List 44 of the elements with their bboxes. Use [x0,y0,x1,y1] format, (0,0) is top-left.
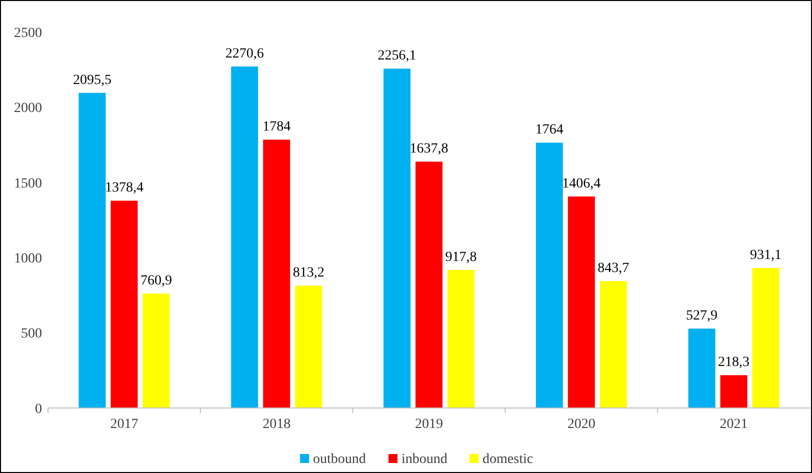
data-label: 843,7 [598,261,630,276]
data-label: 1637,8 [410,142,448,157]
bar [416,162,442,408]
y-tick-label: 500 [21,326,42,342]
data-label: 1378,4 [104,180,144,196]
bar [263,140,290,408]
legend-label: inbound [401,452,448,467]
bar [720,375,748,408]
data-label: 760,9 [140,274,172,289]
data-label: 1406,4 [562,176,601,192]
bar [142,294,170,408]
data-label: 917,8 [445,250,477,265]
x-tick-label: 2019 [415,417,443,432]
bar [536,142,563,408]
data-label: 1784 [262,120,291,135]
bar [295,286,322,408]
bar [448,270,474,408]
data-label: 2256,1 [378,48,416,64]
legend-label: outbound [313,452,366,467]
legend-label: domestic [482,452,534,467]
y-tick-label: 1000 [14,252,42,266]
x-tick-label: 2021 [720,417,748,432]
data-label: 931,1 [750,248,782,263]
y-tick-label: 2500 [14,26,42,41]
bar [110,200,138,408]
bar [78,92,106,408]
bar [688,328,716,408]
y-tick-label: 0 [35,402,42,417]
x-tick-label: 2017 [110,417,138,432]
data-label: 2095,5 [72,72,112,88]
data-label: 1764 [535,122,564,138]
data-label: 813,2 [292,266,324,281]
bar [384,68,410,408]
data-label: 218,3 [718,355,750,370]
bar [752,268,780,408]
x-tick-label: 2020 [567,417,596,432]
bar [600,281,627,408]
bar [231,66,258,408]
bar [568,196,595,408]
data-label: 527,9 [686,308,718,324]
y-tick-label: 1500 [14,176,42,192]
x-tick-label: 2018 [262,417,291,432]
y-tick-label: 2000 [14,101,42,116]
data-label: 2270,6 [225,46,264,62]
